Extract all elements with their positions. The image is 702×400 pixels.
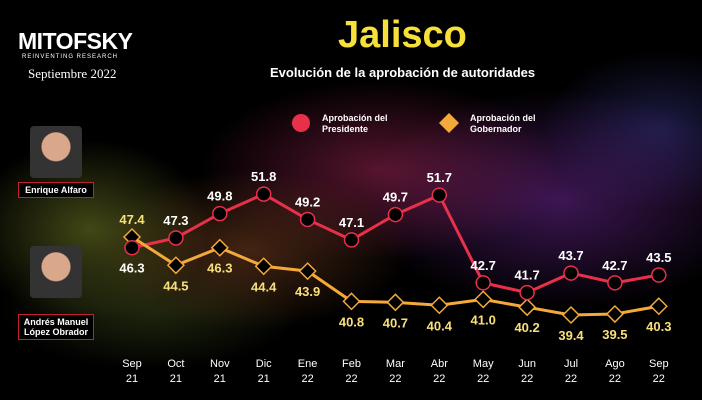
governor-point bbox=[210, 238, 229, 257]
x-tick-label: Ene bbox=[298, 358, 318, 370]
governor-point bbox=[430, 296, 449, 315]
data-label: 47.3 bbox=[163, 213, 188, 228]
data-label: 42.7 bbox=[471, 258, 496, 273]
president-point bbox=[124, 239, 140, 256]
data-label: 47.1 bbox=[339, 215, 364, 230]
legend-label-president: Aprobación del Presidente bbox=[322, 113, 388, 134]
governor-point bbox=[298, 262, 317, 281]
brand-tagline: REINVENTING RESEARCH bbox=[22, 54, 119, 60]
data-label: 46.3 bbox=[119, 261, 144, 276]
chart-subtitle: Evolución de la aprobación de autoridade… bbox=[270, 65, 536, 80]
governor-point bbox=[254, 257, 273, 276]
x-tick-label: Jun bbox=[518, 358, 536, 370]
data-label: 51.8 bbox=[251, 169, 276, 184]
x-tick-label: 21 bbox=[126, 373, 138, 385]
x-tick-label: 22 bbox=[565, 373, 577, 385]
president-point bbox=[607, 275, 623, 291]
data-label: 49.7 bbox=[383, 190, 408, 205]
x-tick-label: Oct bbox=[167, 358, 184, 370]
data-label: 43.5 bbox=[646, 250, 671, 265]
governor-point bbox=[386, 293, 405, 312]
data-label: 44.5 bbox=[163, 278, 188, 293]
chart-title: Jalisco bbox=[338, 14, 467, 56]
president-point bbox=[343, 232, 360, 248]
data-label: 47.4 bbox=[119, 212, 145, 227]
x-tick-label: Ago bbox=[605, 358, 625, 370]
x-tick-label: Sep bbox=[122, 358, 142, 370]
president-point bbox=[431, 187, 448, 203]
data-label: 43.7 bbox=[558, 248, 583, 263]
governor-point bbox=[166, 256, 185, 275]
data-label: 49.8 bbox=[207, 189, 232, 204]
x-tick-label: 21 bbox=[214, 373, 226, 385]
governor-point bbox=[518, 298, 537, 317]
president-point bbox=[168, 230, 184, 246]
governor-point bbox=[605, 304, 624, 324]
legend-marker-governor bbox=[439, 113, 459, 133]
x-tick-label: 22 bbox=[477, 373, 489, 385]
x-tick-label: 22 bbox=[389, 373, 401, 385]
data-label: 40.8 bbox=[339, 314, 364, 329]
data-label: 46.3 bbox=[207, 261, 232, 276]
x-tick-label: 22 bbox=[653, 373, 665, 385]
brand-logo: MITOFSKY bbox=[18, 28, 133, 54]
data-label: 41.7 bbox=[514, 268, 539, 283]
president-point bbox=[212, 205, 228, 222]
amlo-photo bbox=[30, 246, 82, 298]
x-tick-label: 22 bbox=[301, 373, 313, 385]
person-label-alfaro: Enrique Alfaro bbox=[18, 182, 94, 198]
governor-point bbox=[342, 292, 361, 311]
data-label: 39.5 bbox=[602, 327, 627, 342]
legend-label-governor: Aprobación del Gobernador bbox=[470, 113, 536, 134]
president-point bbox=[255, 186, 272, 202]
x-tick-label: 21 bbox=[258, 373, 270, 385]
alfaro-photo bbox=[30, 126, 82, 178]
x-tick-label: 21 bbox=[170, 373, 182, 385]
data-label: 40.3 bbox=[646, 319, 671, 334]
president-point bbox=[299, 211, 316, 228]
x-tick-label: Jul bbox=[564, 358, 578, 370]
x-tick-label: 22 bbox=[345, 373, 357, 385]
x-tick-label: 22 bbox=[609, 373, 621, 385]
x-tick-label: Nov bbox=[210, 358, 230, 370]
x-tick-label: Mar bbox=[386, 358, 405, 370]
data-label: 41.0 bbox=[471, 312, 496, 327]
data-label: 40.4 bbox=[427, 318, 453, 333]
president-point bbox=[519, 284, 535, 301]
president-point bbox=[563, 265, 579, 281]
x-tick-label: Sep bbox=[649, 358, 669, 370]
data-label: 39.4 bbox=[558, 328, 584, 343]
x-tick-label: 22 bbox=[521, 373, 533, 385]
governor-point bbox=[561, 305, 581, 325]
legend-marker-president bbox=[292, 114, 310, 132]
data-label: 42.7 bbox=[602, 258, 627, 273]
report-date: Septiembre 2022 bbox=[28, 66, 117, 81]
data-label: 44.4 bbox=[251, 279, 277, 294]
x-tick-label: May bbox=[473, 358, 494, 370]
x-tick-label: Feb bbox=[342, 358, 361, 370]
data-label: 40.2 bbox=[514, 320, 539, 335]
president-point bbox=[651, 267, 667, 283]
governor-point bbox=[474, 290, 493, 309]
person-label-amlo: Andrés Manuel López Obrador bbox=[18, 314, 94, 340]
data-label: 43.9 bbox=[295, 284, 320, 299]
x-tick-label: Abr bbox=[431, 358, 448, 370]
data-label: 40.7 bbox=[383, 315, 408, 330]
x-tick-label: 22 bbox=[433, 373, 445, 385]
data-label: 49.2 bbox=[295, 194, 320, 209]
x-tick-label: Dic bbox=[256, 358, 272, 370]
governor-point bbox=[649, 297, 668, 316]
president-point bbox=[475, 275, 491, 291]
data-label: 51.7 bbox=[427, 170, 452, 185]
president-point bbox=[387, 206, 404, 223]
